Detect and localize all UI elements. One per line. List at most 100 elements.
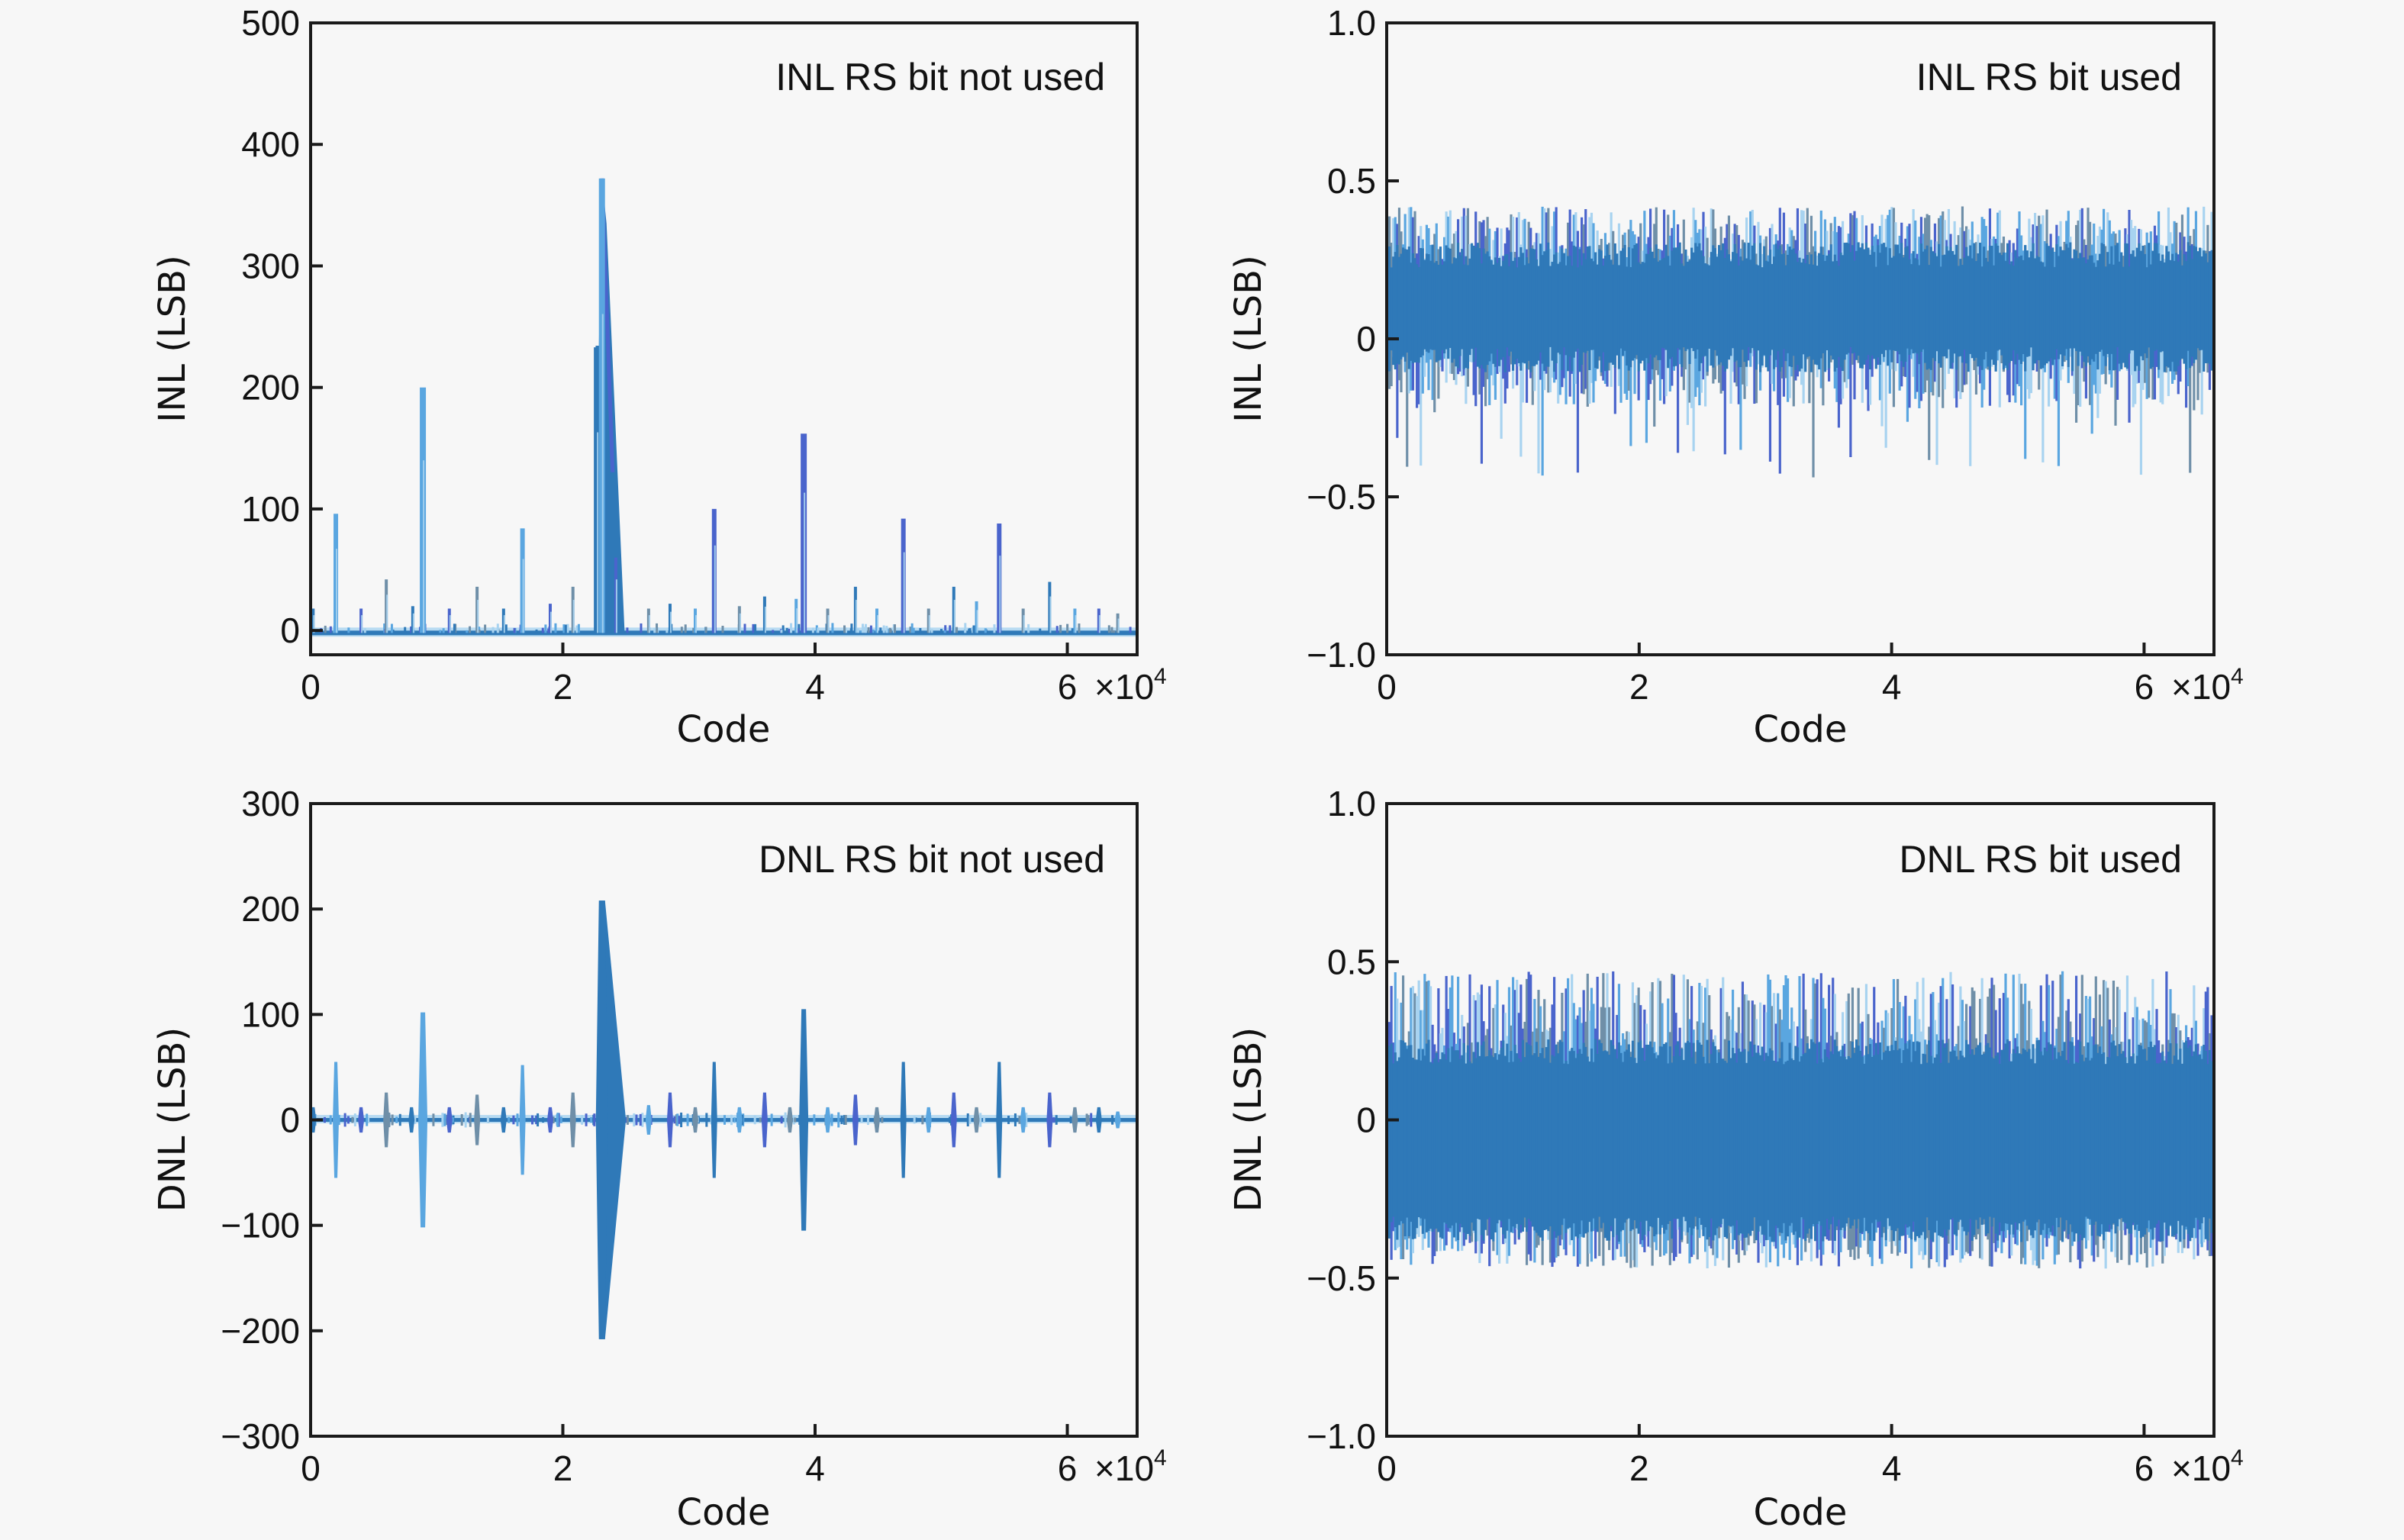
core-band	[1722, 1058, 1725, 1219]
core-band	[1998, 1064, 2001, 1223]
core-band	[1857, 242, 1860, 356]
core-band	[2173, 260, 2176, 372]
core-band	[2138, 243, 2141, 371]
core-band	[1771, 263, 1774, 350]
core-band	[2035, 256, 2038, 360]
core-band	[1581, 265, 1584, 365]
core-band	[1600, 250, 1603, 372]
core-band	[1639, 263, 1642, 364]
core-band	[2008, 1061, 2011, 1235]
core-band	[1832, 1054, 1835, 1217]
core-band	[1729, 1058, 1732, 1227]
core-band	[1394, 1052, 1397, 1228]
core-band	[1608, 1055, 1611, 1241]
core-band	[1649, 1041, 1652, 1227]
core-band	[1955, 244, 1958, 370]
core-band	[1429, 1062, 1432, 1229]
core-band	[1468, 1062, 1471, 1236]
core-band	[2055, 1058, 2058, 1218]
spike	[900, 1062, 907, 1178]
core-band	[1451, 1046, 1454, 1226]
core-band	[1719, 250, 1722, 362]
core-band	[1961, 265, 1964, 363]
core-band	[1403, 249, 1407, 362]
core-band	[1397, 256, 1401, 365]
core-band	[1462, 264, 1465, 369]
core-band	[1904, 1043, 1907, 1225]
core-band	[1551, 1055, 1554, 1240]
core-band	[1396, 1061, 1399, 1240]
core-band	[1410, 1045, 1413, 1223]
panel-annotation: DNL RS bit used	[1899, 838, 2182, 881]
core-band	[1403, 1042, 1407, 1236]
core-band	[1437, 264, 1440, 361]
core-band	[1726, 249, 1729, 369]
core-band	[2014, 1053, 2017, 1223]
core-band	[1455, 1050, 1458, 1223]
core-band	[1653, 258, 1656, 358]
core-band	[1942, 1039, 1945, 1238]
core-band	[1425, 253, 1429, 352]
core-band	[1716, 1062, 1719, 1229]
core-band	[2183, 1042, 2186, 1240]
core-band	[2122, 1051, 2125, 1223]
core-band	[2193, 1051, 2196, 1229]
core-band	[1600, 1042, 1603, 1229]
core-band	[1390, 1043, 1393, 1223]
core-band	[1959, 259, 1962, 356]
core-band	[1845, 242, 1848, 355]
y-tick-label: −1.0	[1307, 635, 1376, 675]
core-band	[1806, 1043, 1809, 1234]
core-band	[1896, 1050, 1900, 1229]
x-multiplier-label: ×104	[2171, 664, 2244, 707]
core-band	[1526, 1042, 1529, 1232]
core-band	[1749, 1041, 1752, 1236]
noise-bar	[1406, 254, 1409, 467]
core-band	[1486, 1056, 1489, 1219]
core-band	[1547, 1039, 1550, 1232]
core-band	[1612, 264, 1615, 366]
core-band	[1406, 1049, 1409, 1218]
core-band	[2077, 258, 2080, 366]
core-band	[2132, 1053, 2135, 1223]
noise-bar	[1812, 246, 1815, 478]
core-band	[1503, 1055, 1507, 1239]
core-band	[1647, 253, 1650, 364]
core-band	[1698, 1042, 1701, 1219]
core-band	[1535, 1042, 1539, 1233]
core-band	[1965, 246, 1968, 364]
core-band	[1737, 1048, 1740, 1236]
core-band	[2200, 1058, 2203, 1223]
x-axis-label: Code	[677, 708, 771, 751]
x-tick-label: 2	[553, 667, 573, 707]
core-band	[2199, 1054, 2202, 1230]
core-band	[2018, 256, 2021, 360]
core-band	[2038, 1039, 2041, 1220]
core-band	[1755, 1052, 1758, 1241]
core-band	[1700, 250, 1703, 363]
core-band	[2203, 250, 2206, 372]
spike	[358, 1107, 365, 1133]
core-band	[1503, 254, 1507, 372]
core-band	[2024, 245, 2027, 372]
core-band	[1494, 1053, 1497, 1232]
core-band	[2139, 250, 2143, 356]
core-band	[1568, 1051, 1571, 1228]
core-band	[2057, 1052, 2061, 1228]
core-band	[1555, 1045, 1558, 1238]
core-band	[1971, 258, 1974, 359]
core-band	[1945, 246, 1948, 359]
core-band	[2053, 1047, 2056, 1237]
core-band	[1606, 244, 1609, 371]
core-band	[2128, 1039, 2131, 1234]
core-band	[1590, 258, 1594, 350]
core-band	[1839, 252, 1842, 368]
spike	[873, 1107, 880, 1133]
y-tick-label: 1.0	[1327, 3, 1376, 43]
core-band	[1626, 266, 1629, 366]
core-band	[1421, 248, 1424, 356]
core-band	[1904, 247, 1907, 362]
core-band	[2132, 250, 2135, 351]
core-band	[1581, 1053, 1584, 1221]
core-band	[1908, 259, 1911, 356]
